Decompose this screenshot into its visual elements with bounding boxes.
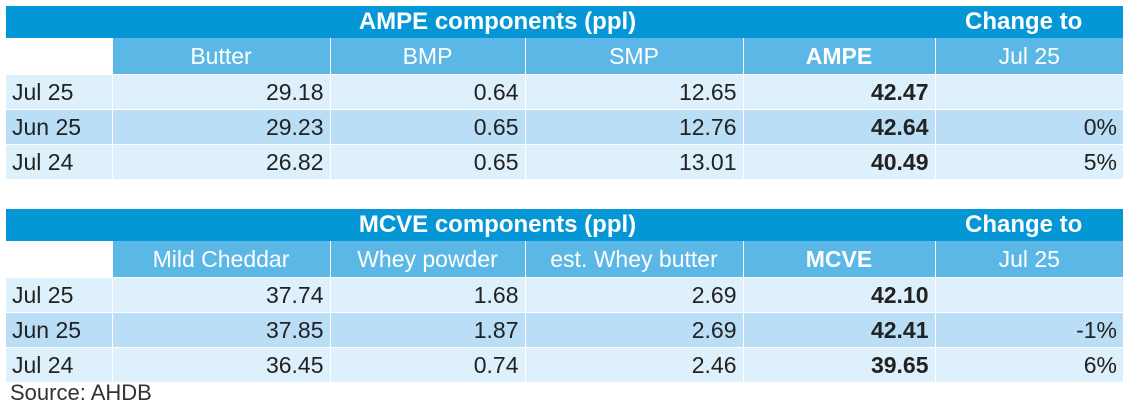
butter-value: 29.18	[111, 74, 330, 110]
ampe-value: 42.47	[742, 74, 935, 110]
table-row: Jul 25 29.18 0.64 12.65 42.47	[6, 74, 1123, 110]
mcve-col-whey-butter: est. Whey butter	[524, 241, 743, 278]
whey-powder-value: 1.68	[329, 277, 525, 313]
whey-butter-value: 2.69	[524, 277, 743, 313]
whey-butter-value: 2.69	[524, 312, 743, 348]
mcve-col-mcve: MCVE	[742, 241, 935, 278]
bmp-value: 0.64	[329, 74, 525, 110]
table-row: Jun 25 29.23 0.65 12.76 42.64 0%	[6, 109, 1123, 145]
source-note: Source: AHDB	[10, 380, 152, 405]
mcve-title: MCVE components (ppl)	[6, 209, 935, 241]
change-value: 5%	[934, 144, 1123, 179]
mcve-header-row: Mild Cheddar Whey powder est. Whey butte…	[6, 241, 1123, 278]
whey-butter-value: 2.46	[524, 347, 743, 382]
ampe-col-ampe: AMPE	[742, 38, 935, 75]
butter-value: 26.82	[111, 144, 330, 179]
change-value: 6%	[934, 347, 1123, 382]
ampe-col-bmp: BMP	[329, 38, 525, 75]
ampe-table: AMPE components (ppl) Change to Butter B…	[6, 6, 1123, 179]
row-label: Jul 24	[6, 144, 112, 179]
mcve-table: MCVE components (ppl) Change to Mild Che…	[6, 209, 1123, 382]
whey-powder-value: 0.74	[329, 347, 525, 382]
ampe-value: 42.64	[742, 109, 935, 145]
mcve-col-mild-cheddar: Mild Cheddar	[111, 241, 330, 278]
smp-value: 12.76	[524, 109, 743, 145]
ampe-title-row: AMPE components (ppl) Change to	[6, 6, 1123, 38]
row-label: Jul 25	[6, 74, 112, 110]
row-label: Jun 25	[6, 109, 112, 145]
change-value	[934, 277, 1123, 313]
mcve-col-change: Jul 25	[934, 241, 1123, 278]
mcve-col-whey-powder: Whey powder	[329, 241, 525, 278]
smp-value: 13.01	[524, 144, 743, 179]
ampe-change-label: Change to	[935, 6, 1123, 38]
table-row: Jul 24 36.45 0.74 2.46 39.65 6%	[6, 347, 1123, 382]
mild-cheddar-value: 36.45	[111, 347, 330, 382]
whey-powder-value: 1.87	[329, 312, 525, 348]
mcve-value: 39.65	[742, 347, 935, 382]
ampe-col-smp: SMP	[524, 38, 743, 75]
table-row: Jul 24 26.82 0.65 13.01 40.49 5%	[6, 144, 1123, 179]
change-value: 0%	[934, 109, 1123, 145]
butter-value: 29.23	[111, 109, 330, 145]
table-row: Jul 25 37.74 1.68 2.69 42.10	[6, 277, 1123, 313]
ampe-col-change: Jul 25	[934, 38, 1123, 75]
row-label: Jul 24	[6, 347, 112, 382]
table-row: Jun 25 37.85 1.87 2.69 42.41 -1%	[6, 312, 1123, 348]
bmp-value: 0.65	[329, 109, 525, 145]
row-label: Jul 25	[6, 277, 112, 313]
mcve-value: 42.10	[742, 277, 935, 313]
ampe-header-row: Butter BMP SMP AMPE Jul 25	[6, 38, 1123, 75]
smp-value: 12.65	[524, 74, 743, 110]
mcve-value: 42.41	[742, 312, 935, 348]
mild-cheddar-value: 37.74	[111, 277, 330, 313]
row-label: Jun 25	[6, 312, 112, 348]
ampe-value: 40.49	[742, 144, 935, 179]
change-value	[934, 74, 1123, 110]
bmp-value: 0.65	[329, 144, 525, 179]
change-value: -1%	[934, 312, 1123, 348]
ampe-col-butter: Butter	[111, 38, 330, 75]
ampe-title: AMPE components (ppl)	[6, 6, 935, 38]
mild-cheddar-value: 37.85	[111, 312, 330, 348]
mcve-change-label: Change to	[935, 209, 1123, 241]
mcve-title-row: MCVE components (ppl) Change to	[6, 209, 1123, 241]
